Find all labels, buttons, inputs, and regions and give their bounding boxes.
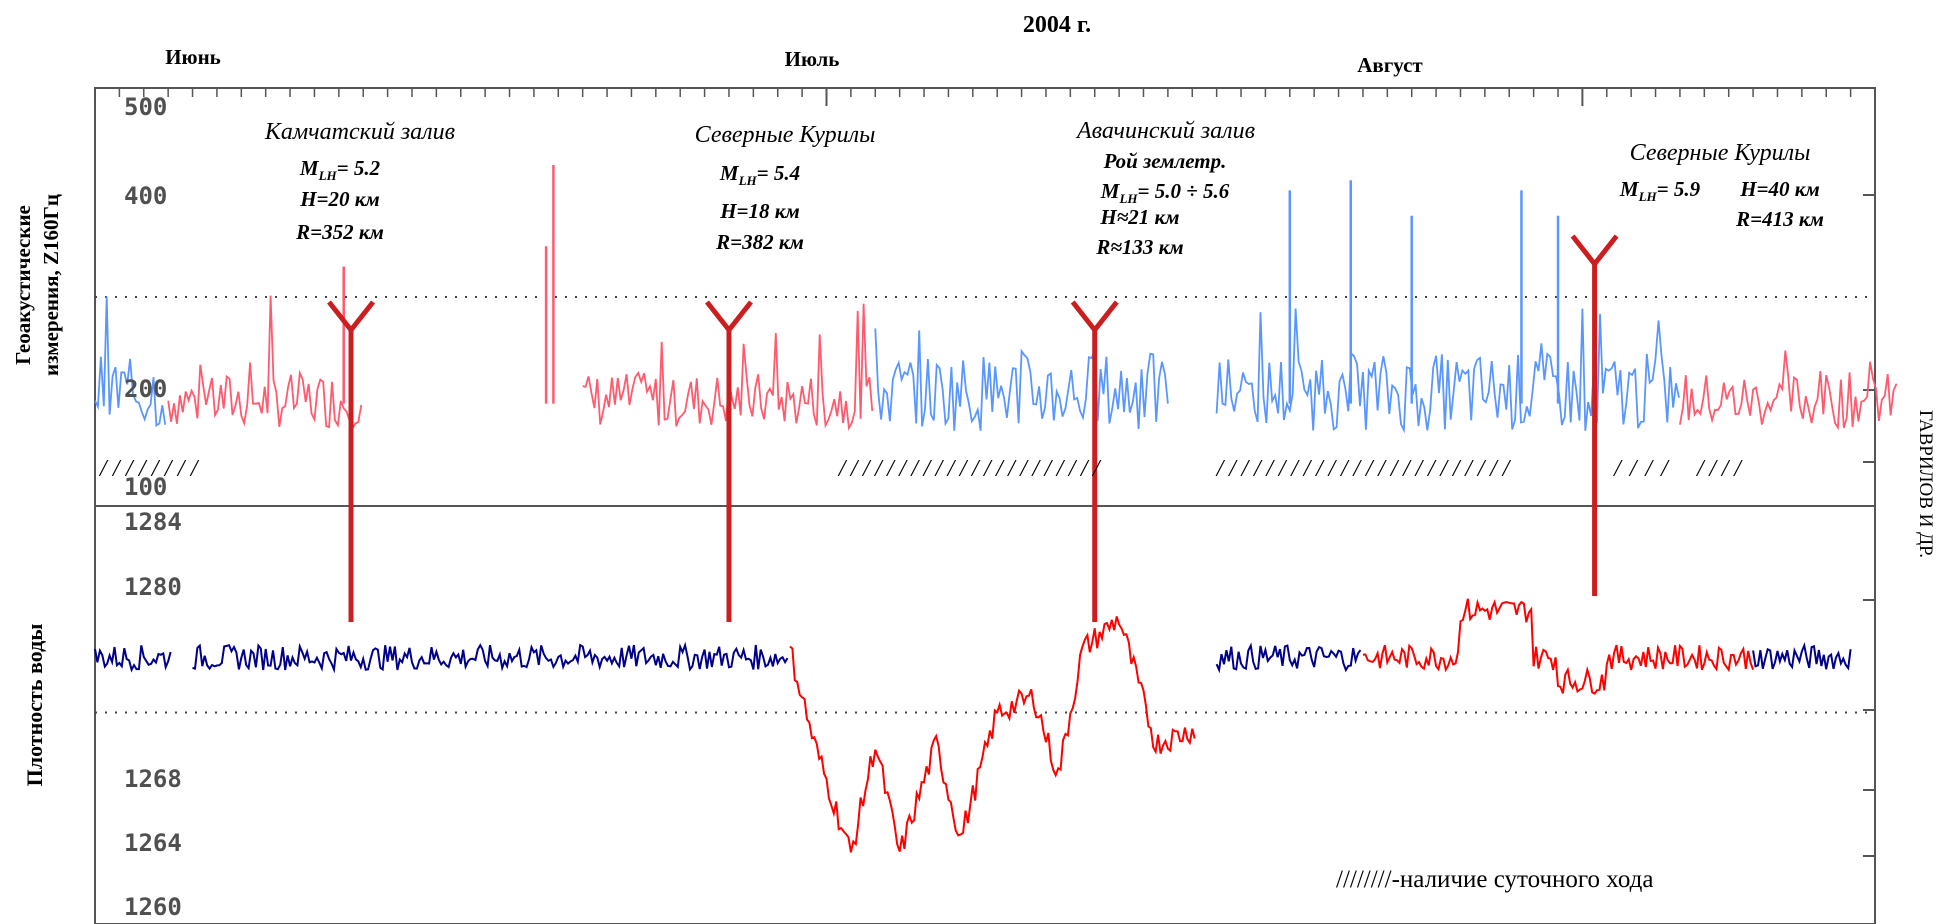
earthquake-marker [705, 300, 753, 622]
bottom-y-tick: 1280 [124, 573, 182, 601]
density-series-line [94, 645, 172, 673]
event-magnitude: MLH= 5.0 ÷ 5.6 [1100, 179, 1230, 206]
earthquake-marker-arm [1070, 300, 1097, 332]
density-series-group [94, 598, 1852, 853]
density-series-line [1362, 598, 1755, 695]
earthquake-marker [1570, 234, 1619, 596]
top-y-axis-label-line2: измерения, Z160Гц [39, 194, 63, 376]
month-tick-marks [94, 88, 1876, 106]
density-series-line [1215, 642, 1362, 674]
bottom-y-tick: 1260 [124, 893, 182, 921]
event-depth: H=20 км [299, 187, 380, 211]
acoustic-series-line [1679, 350, 1898, 431]
event-distance: R≈133 км [1095, 235, 1183, 259]
bottom-y-tick-labels: 1284 1280 1268 1264 1260 [124, 508, 182, 921]
event-distance: R=382 км [715, 230, 804, 254]
event-swarm: Рой землетр. [1103, 149, 1227, 173]
top-y-axis-label-line1: Геоакустические [11, 205, 35, 365]
event-depth: H=18 км [719, 199, 800, 223]
diurnal-mark: //////////////////////// [1215, 456, 1512, 482]
earthquake-markers [327, 234, 1619, 622]
month-label-july: Июль [785, 47, 840, 71]
earthquake-marker-arm [1570, 234, 1597, 266]
event-distance: R=413 км [1735, 207, 1824, 231]
event-magnitude: MLH= 5.4 [719, 161, 800, 188]
diurnal-mark: //// [1695, 456, 1743, 482]
acoustic-series-line [1215, 308, 1680, 434]
diurnal-legend: ////////-наличие суточного хода [1336, 866, 1653, 893]
side-running-head: ГАВРИЛОВ И ДР. [1915, 410, 1936, 558]
chart-title: 2004 г. [1023, 12, 1091, 38]
top-y-tick: 500 [124, 93, 167, 121]
diurnal-mark: ////////////////////// [837, 456, 1102, 482]
bottom-y-tick: 1268 [124, 765, 182, 793]
earthquake-marker [327, 300, 375, 622]
density-series-line [192, 641, 789, 674]
event-region: Авачинский залив [1075, 118, 1255, 144]
event-label-avacha: Авачинский залив Рой землетр. MLH= 5.0 ÷… [1075, 118, 1255, 259]
earthquake-marker [1070, 300, 1119, 622]
event-label-kamchatka: Камчатский залив MLH= 5.2 H=20 км R=352 … [264, 119, 455, 244]
event-region: Северные Курилы [695, 122, 876, 148]
event-magnitude: MLH= 5.9 [1619, 177, 1701, 204]
event-label-north-kurils-1: Северные Курилы MLH= 5.4 H=18 км R=382 к… [695, 122, 876, 254]
earthquake-marker-arm [1092, 300, 1119, 332]
earthquake-marker-arm [349, 300, 375, 332]
top-y-tick: 100 [124, 473, 167, 501]
earthquake-marker-arm [1592, 234, 1619, 266]
earthquake-marker-arm [327, 300, 353, 332]
top-y-tick: 400 [124, 182, 167, 210]
event-region: Северные Курилы [1630, 140, 1811, 166]
diurnal-marks: //// //// ////////////////////// ////////… [98, 456, 1743, 482]
bottom-y-tick: 1284 [124, 508, 182, 536]
event-label-north-kurils-2: Северные Курилы MLH= 5.9 H=40 км R=413 к… [1619, 140, 1824, 231]
earthquake-marker-arm [705, 300, 731, 332]
top-y-tick: 200 [124, 375, 167, 403]
bottom-y-axis-label: Плотность воды [22, 624, 47, 787]
event-distance: R=352 км [295, 220, 384, 244]
month-label-august: Август [1357, 53, 1423, 77]
density-series-line [789, 616, 1196, 853]
acoustic-series-line [94, 296, 167, 427]
earthquake-marker-arm [727, 300, 753, 332]
acoustic-series-line [874, 328, 1169, 431]
plot-frame [94, 87, 1876, 924]
month-label-june: Июнь [165, 45, 221, 69]
top-y-tick-labels: 500 400 200 100 [124, 93, 167, 501]
event-depth: H≈21 км [1099, 205, 1179, 229]
bottom-y-tick: 1264 [124, 829, 182, 857]
acoustic-series-line [167, 295, 363, 431]
density-series-line [1752, 642, 1852, 671]
event-magnitude: MLH= 5.2 [299, 156, 381, 183]
event-region: Камчатский залив [264, 119, 455, 145]
diurnal-mark: //// [1612, 456, 1670, 482]
event-depth: H=40 км [1739, 177, 1820, 201]
acoustic-series-group [94, 165, 1898, 434]
